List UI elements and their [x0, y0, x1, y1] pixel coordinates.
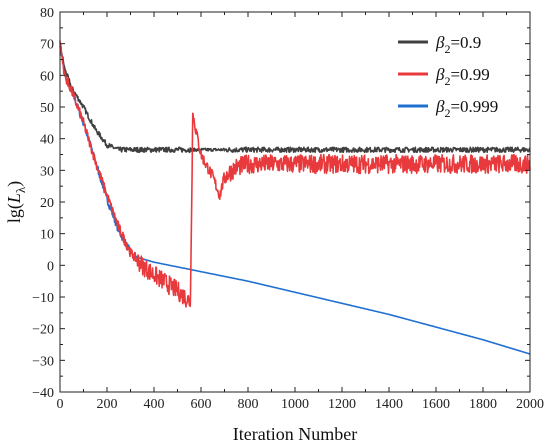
y-tick-label: −10 — [32, 291, 54, 306]
x-tick-label: 1200 — [328, 397, 356, 412]
legend-label: β2=0.99 — [435, 65, 490, 88]
y-tick-label: 30 — [40, 164, 54, 179]
x-tick-label: 0 — [57, 397, 64, 412]
series-line — [59, 40, 531, 308]
legend-subscript: 2 — [444, 106, 450, 120]
legend-value: =0.999 — [450, 97, 498, 116]
legend-subscript: 2 — [444, 74, 450, 88]
y-tick-label: −40 — [32, 386, 54, 401]
y-tick-label: 80 — [40, 6, 54, 21]
legend-symbol: β — [435, 97, 445, 116]
y-axis-title-base: lg( — [4, 203, 25, 223]
x-tick-label: 200 — [97, 397, 118, 412]
y-tick-label: 20 — [40, 196, 54, 211]
x-axis-title: Iteration Number — [233, 424, 357, 444]
x-tick-label: 600 — [191, 397, 212, 412]
legend-subscript: 2 — [444, 42, 450, 56]
y-axis-title-close: ) — [4, 181, 25, 187]
legend-symbol: β — [435, 65, 445, 84]
series-layer — [59, 40, 531, 355]
legend-value: =0.99 — [450, 65, 489, 84]
ticks-layer: 0 200 400 600 800 1000 1200 1400 1600 1800 2000−40… — [32, 6, 544, 412]
x-tick-label: 1800 — [469, 397, 497, 412]
y-tick-label: 0 — [47, 259, 54, 274]
legend-value: =0.9 — [450, 33, 481, 52]
y-tick-label: −30 — [32, 354, 54, 369]
series-line — [59, 44, 531, 154]
x-tick-label: 1400 — [375, 397, 403, 412]
y-tick-label: −20 — [32, 323, 54, 338]
x-tick-label: 800 — [238, 397, 259, 412]
y-axis-title-subscript: λ — [13, 186, 28, 193]
legend-label: β2=0.999 — [435, 97, 498, 120]
x-tick-label: 2000 — [516, 397, 544, 412]
y-tick-label: 70 — [40, 38, 54, 53]
x-tick-label: 1000 — [281, 397, 309, 412]
legend-symbol: β — [435, 33, 445, 52]
y-tick-label: 40 — [40, 133, 54, 148]
y-axis-title-symbol: L — [4, 193, 24, 204]
x-tick-label: 1600 — [422, 397, 450, 412]
series-line — [59, 42, 531, 355]
legend-label: β2=0.9 — [435, 33, 481, 56]
y-axis-title: lg(Lλ) — [4, 181, 28, 223]
y-tick-label: 60 — [40, 69, 54, 84]
x-tick-label: 400 — [144, 397, 165, 412]
y-tick-label: 10 — [40, 228, 54, 243]
y-tick-label: 50 — [40, 101, 54, 116]
